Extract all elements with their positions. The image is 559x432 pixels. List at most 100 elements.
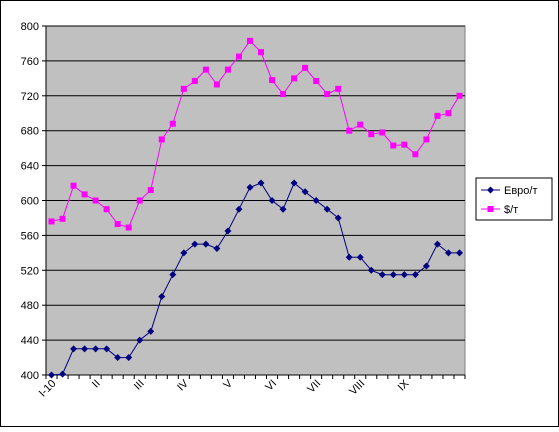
data-point <box>434 112 441 119</box>
y-tick-label: 600 <box>21 196 39 208</box>
legend-label: $/т <box>504 204 518 216</box>
series-1 <box>48 179 463 379</box>
data-point <box>312 197 320 204</box>
data-point <box>103 345 111 353</box>
data-point <box>70 345 78 353</box>
data-point <box>114 354 122 362</box>
data-point <box>258 49 265 56</box>
data-point <box>401 141 408 148</box>
data-point <box>136 197 143 204</box>
y-tick-label: 560 <box>21 230 39 242</box>
y-tick-label: 520 <box>21 265 39 277</box>
y-tick-label: 800 <box>21 21 39 33</box>
legend-marker <box>487 186 494 194</box>
data-point <box>357 121 364 128</box>
y-tick-label: 400 <box>21 370 39 382</box>
data-point <box>324 91 331 98</box>
data-point <box>301 188 309 196</box>
data-point <box>334 214 342 222</box>
y-tick-label: 440 <box>21 335 39 347</box>
data-point <box>356 253 364 261</box>
data-point <box>367 266 375 274</box>
data-point <box>103 206 110 213</box>
series-layer <box>48 37 463 379</box>
y-tick-label: 720 <box>21 91 39 103</box>
data-point <box>445 110 452 117</box>
data-point <box>246 37 253 44</box>
data-point <box>433 240 441 248</box>
data-point <box>48 218 55 225</box>
data-point <box>335 85 342 92</box>
data-point <box>180 249 188 257</box>
data-point <box>456 92 463 99</box>
legend-marker <box>487 206 494 212</box>
y-tick-label: 480 <box>21 300 39 312</box>
data-point <box>378 271 386 279</box>
legend-item: Евро/т <box>481 185 538 197</box>
data-point <box>136 336 144 344</box>
y-tick-label: 760 <box>21 56 39 68</box>
data-point <box>169 120 176 127</box>
data-point <box>92 197 99 204</box>
data-point <box>158 136 165 143</box>
data-point <box>125 354 133 362</box>
data-point <box>224 66 231 73</box>
data-point <box>411 271 419 279</box>
data-point <box>147 187 154 194</box>
data-point <box>323 205 331 213</box>
data-point <box>70 182 77 189</box>
data-point <box>59 215 66 222</box>
data-point <box>235 53 242 60</box>
data-point <box>202 240 210 248</box>
data-point <box>125 224 132 231</box>
data-point <box>81 191 88 198</box>
data-point <box>114 221 121 228</box>
data-point <box>257 179 265 187</box>
legend: Евро/т $/т <box>475 177 553 221</box>
data-point <box>400 271 408 279</box>
data-point <box>180 85 187 92</box>
data-point <box>280 91 287 98</box>
data-point <box>390 142 397 149</box>
data-point <box>191 77 198 84</box>
data-point <box>213 81 220 88</box>
data-point <box>81 345 89 353</box>
data-point <box>92 345 100 353</box>
data-point <box>191 240 199 248</box>
gridlines <box>46 25 465 341</box>
data-point <box>59 370 67 378</box>
legend-item: $/т <box>481 204 518 216</box>
data-point <box>455 249 463 257</box>
data-point <box>158 292 166 300</box>
legend-box <box>475 177 553 221</box>
data-point <box>202 66 209 73</box>
data-point <box>268 197 276 204</box>
data-point <box>235 205 243 213</box>
data-point <box>444 249 452 257</box>
data-point <box>379 129 386 136</box>
data-point <box>313 77 320 84</box>
data-point <box>246 183 254 191</box>
data-point <box>412 151 419 158</box>
data-point <box>346 127 353 134</box>
data-point <box>290 179 298 187</box>
data-point <box>291 75 298 82</box>
data-point <box>389 271 397 279</box>
data-point <box>422 262 430 270</box>
data-point <box>345 253 353 261</box>
data-point <box>423 136 430 143</box>
data-point <box>213 244 221 252</box>
data-point <box>147 327 155 335</box>
data-point <box>169 271 177 279</box>
data-point <box>224 227 232 235</box>
data-point <box>368 131 375 138</box>
data-point <box>48 371 56 379</box>
y-tick-label: 640 <box>21 161 39 173</box>
y-tick-label: 680 <box>21 126 39 138</box>
legend-label: Евро/т <box>504 185 538 197</box>
data-point <box>302 64 309 71</box>
data-point <box>269 77 276 84</box>
series-2 <box>48 37 463 231</box>
